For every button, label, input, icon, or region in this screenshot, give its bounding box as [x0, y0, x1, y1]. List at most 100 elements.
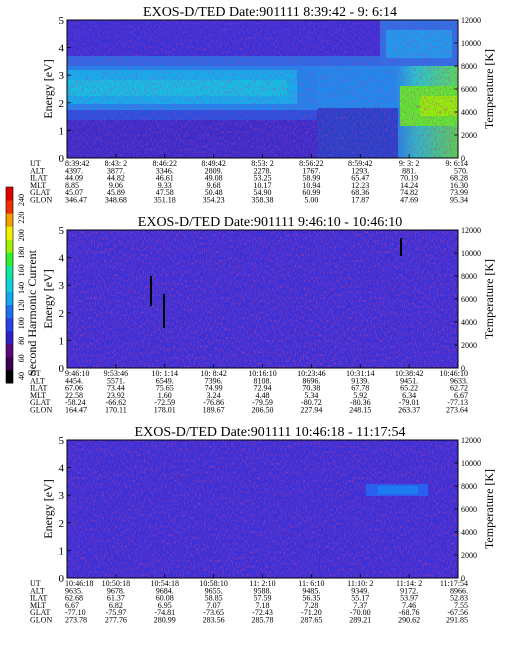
y2-tick-label: 10000	[461, 249, 481, 258]
orbit-cell: 9485.	[302, 586, 320, 595]
orbit-row-label: GLON	[30, 196, 52, 205]
orbit-cell: -79.01	[399, 398, 420, 407]
y-tick-label: 4	[59, 253, 65, 265]
orbit-cell: 57.59	[254, 594, 272, 603]
orbit-cell: 1293.	[351, 166, 369, 175]
orbit-cell: 285.78	[252, 616, 274, 625]
orbit-cell: 9349.	[351, 586, 369, 595]
orbit-row-label: GLAT	[30, 608, 51, 617]
orbit-cell: 9678.	[107, 586, 125, 595]
orbit-cell: 9684.	[156, 586, 174, 595]
colorbar-tick-label: 40	[17, 372, 26, 380]
orbit-cell: 73.99	[450, 188, 468, 197]
orbit-cell: 9:53:46	[104, 369, 128, 378]
colorbar-cell	[6, 278, 13, 293]
orbit-cell: 11:17:54	[440, 579, 468, 588]
orbit-row-label: ILAT	[30, 384, 47, 393]
orbit-cell: 10: 1:14	[152, 369, 178, 378]
orbit-cell: 10:54:18	[151, 579, 179, 588]
panel-2-y-ticks: 0 1 2 3 4 5	[59, 225, 71, 375]
orbit-cell: 7396.	[205, 376, 223, 385]
y2-tick-label: 6000	[461, 85, 477, 94]
orbit-cell: 8108.	[254, 376, 272, 385]
orbit-cell: 170.11	[105, 406, 127, 415]
orbit-cell: -80.72	[301, 398, 322, 407]
y2-tick-label: 12000	[461, 226, 481, 235]
colorbar-tick-label: 220	[17, 212, 26, 224]
colorbar: 40 60 80 100 120 140 160 180 200 220 240 Second Ha…	[5, 186, 39, 384]
panel-1-y2-ticks: 0 2000 4000 6000 8000 10000 12000	[454, 16, 481, 163]
orbit-cell: 6.95	[158, 601, 172, 610]
orbit-cell: 74.82	[400, 188, 418, 197]
orbit-row-label: GLAT	[30, 398, 51, 407]
orbit-cell: -75.97	[106, 608, 127, 617]
orbit-cell: 11:14: 2	[396, 579, 422, 588]
orbit-cell: 354.23	[203, 196, 225, 205]
panel-1-heatmap	[67, 20, 458, 158]
orbit-row-label: MLT	[30, 181, 46, 190]
panel-1-ylabel: Energy [eV]	[41, 59, 55, 118]
orbit-cell: 74.99	[205, 384, 223, 393]
orbit-cell: 3346.	[156, 166, 174, 175]
panel-2-heatmap	[67, 230, 458, 368]
orbit-cell: 5571.	[107, 376, 125, 385]
panel-1-y-ticks: 0 1 2 3 4 5	[59, 15, 71, 165]
y-tick-label: 1	[59, 545, 65, 557]
orbit-cell: 6.82	[109, 601, 123, 610]
y2-tick-label: 2000	[461, 131, 477, 140]
orbit-cell: 7.28	[304, 601, 318, 610]
orbit-cell: 60.99	[302, 188, 320, 197]
y2-tick-label: 10000	[461, 459, 481, 468]
y-tick-label: 3	[59, 70, 65, 82]
orbit-row-label: UT	[30, 369, 41, 378]
orbit-cell: 9633.	[450, 376, 468, 385]
panel-2-title: EXOS-D/TED Date:901111 9:46:10 - 10:46:1…	[138, 215, 402, 230]
orbit-cell: 9139.	[351, 376, 369, 385]
y2-tick-label: 8000	[461, 272, 477, 281]
y2-tick-label: 12000	[461, 16, 481, 25]
y-tick-label: 2	[59, 98, 65, 110]
orbit-cell: 9588.	[254, 586, 272, 595]
y-tick-label: 5	[59, 15, 65, 27]
orbit-cell: 8:53: 2	[251, 159, 273, 168]
orbit-cell: 11: 6:10	[298, 579, 324, 588]
y2-tick-label: 12000	[461, 436, 481, 445]
orbit-cell: 10:50:18	[102, 579, 130, 588]
panel-3-title: EXOS-D/TED Date:901111 10:46:18 - 11:17:…	[135, 425, 406, 440]
orbit-cell: 346.47	[65, 196, 87, 205]
colorbar-cell	[6, 252, 13, 266]
orbit-cell: 16.30	[450, 181, 468, 190]
orbit-cell: 62.68	[65, 594, 83, 603]
orbit-cell: 45.89	[107, 188, 125, 197]
orbit-cell: 1767.	[302, 166, 320, 175]
orbit-cell: 22.58	[65, 391, 83, 400]
orbit-cell: 289.21	[349, 616, 371, 625]
orbit-cell: 72.94	[254, 384, 272, 393]
orbit-cell: 164.47	[65, 406, 87, 415]
orbit-cell: 9.68	[207, 181, 221, 190]
orbit-cell: 10:38:42	[395, 369, 423, 378]
orbit-cell: 58.99	[302, 174, 320, 183]
orbit-cell: 5.00	[304, 196, 318, 205]
orbit-cell: 62.72	[450, 384, 468, 393]
panel-2-y2label: Temperature [K]	[482, 259, 496, 339]
y-tick-label: 0	[59, 153, 65, 165]
orbit-cell: 5.34	[304, 391, 318, 400]
orbit-cell: 60.08	[156, 594, 174, 603]
colorbar-cell	[6, 356, 13, 371]
panel-3-y-ticks: 0 1 2 3 4 5	[59, 435, 71, 585]
orbit-cell: 95.34	[450, 196, 468, 205]
orbit-cell: 23.92	[107, 391, 125, 400]
orbit-cell: 10: 8:42	[200, 369, 226, 378]
orbit-cell: 881.	[402, 166, 416, 175]
orbit-cell: 8:43: 2	[105, 159, 127, 168]
panel-3-orbit-table: UTALTILATMLTGLATGLON10:46:189635.62.686.…	[30, 574, 468, 625]
orbit-cell: 9.06	[109, 181, 123, 190]
orbit-cell: 6.67	[454, 391, 468, 400]
colorbar-tick-label: 240	[17, 194, 26, 206]
colorbar-tick-label: 200	[17, 229, 26, 241]
orbit-cell: -77.10	[65, 608, 86, 617]
y2-tick-label: 6000	[461, 505, 477, 514]
